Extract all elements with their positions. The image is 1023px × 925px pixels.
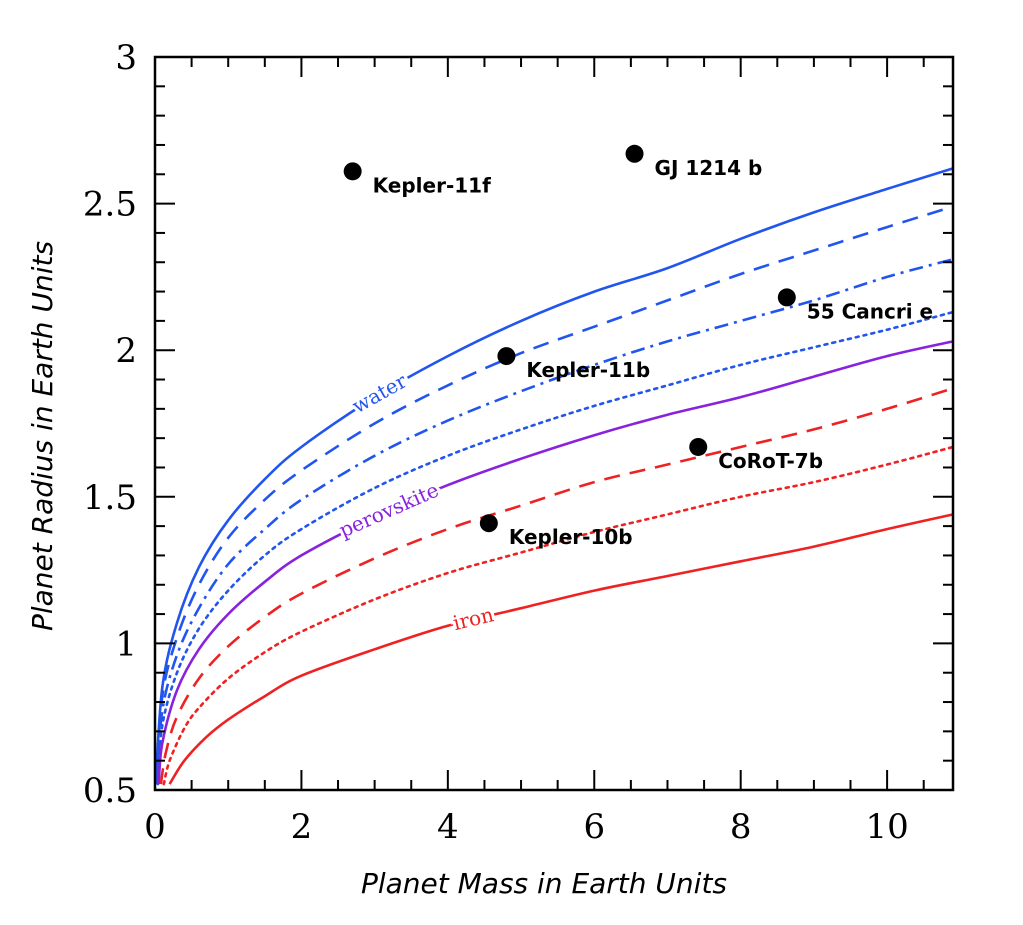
curve-series-3-line xyxy=(155,258,954,785)
curve-perovskite-line xyxy=(157,340,954,785)
planet-label: Kepler-11b xyxy=(526,358,650,382)
planet-label: Kepler-10b xyxy=(509,525,633,549)
x-tick-label: 6 xyxy=(583,807,605,847)
x-tick-label: 0 xyxy=(144,807,166,847)
plot-frame xyxy=(153,55,955,792)
planet-point xyxy=(497,347,516,366)
x-tick-label: 8 xyxy=(730,807,752,847)
composition-curves xyxy=(154,167,955,786)
x-tick-label: 2 xyxy=(291,807,313,847)
planet-label: 55 Cancri e xyxy=(807,299,933,323)
curve-iron-line xyxy=(168,513,954,785)
y-tick-label: 1 xyxy=(115,624,137,664)
planet-point xyxy=(689,437,708,456)
curve-series-6-line xyxy=(159,387,954,785)
plot-border xyxy=(153,55,955,792)
planet-label: Kepler-11f xyxy=(373,173,491,197)
planet-point xyxy=(479,514,498,533)
y-tick-label: 2 xyxy=(115,331,137,371)
curve-label-water: water xyxy=(348,368,411,418)
planet-points: Kepler-11f GJ 1214 b 55 Cancri e Kepler-11b… xyxy=(343,144,933,549)
planet-label: CoRoT-7b xyxy=(718,449,823,473)
planet-point xyxy=(343,162,362,181)
x-tick-label: 10 xyxy=(865,807,908,847)
planet-point xyxy=(777,288,796,307)
curve-series-2-line xyxy=(155,205,954,785)
curve-series-7-line xyxy=(162,445,955,786)
y-tick-label: 3 xyxy=(115,38,137,78)
curve-water-line xyxy=(154,167,954,785)
tick-labels: 0 2 4 6 8 10 0.5 1 1.5 2 2.5 3 xyxy=(83,38,909,847)
curve-labels: water perovskite iron xyxy=(332,365,499,638)
curve-label-perovskite: perovskite xyxy=(335,478,442,543)
curve-label-iron: iron xyxy=(451,602,496,635)
x-tick-label: 4 xyxy=(437,807,459,847)
planet-label: GJ 1214 b xyxy=(655,156,763,180)
planet-point xyxy=(625,144,644,163)
axis-ticks xyxy=(154,56,953,791)
y-tick-label: 1.5 xyxy=(83,478,137,518)
x-axis-title: Planet Mass in Earth Units xyxy=(361,867,727,900)
y-tick-label: 2.5 xyxy=(83,185,137,225)
y-tick-label: 0.5 xyxy=(83,771,137,811)
y-axis-title: Planet Radius in Earth Units xyxy=(26,241,59,631)
